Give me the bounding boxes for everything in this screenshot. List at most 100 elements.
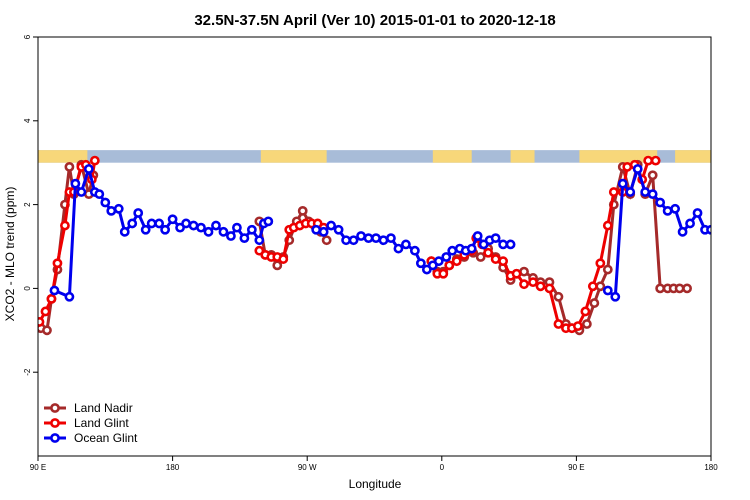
data-point xyxy=(655,283,666,294)
data-point xyxy=(181,218,191,229)
data-point xyxy=(505,239,516,250)
data-point xyxy=(341,235,351,246)
data-point xyxy=(94,189,105,200)
data-point xyxy=(160,224,171,235)
data-point xyxy=(674,283,685,294)
data-point xyxy=(444,260,455,271)
data-point xyxy=(595,281,606,292)
data-point xyxy=(519,279,529,290)
data-point xyxy=(326,220,337,231)
data-point xyxy=(490,233,501,244)
x-tick-label: 90 E xyxy=(568,463,584,472)
data-point xyxy=(447,245,458,256)
data-point xyxy=(433,256,444,267)
plot-area xyxy=(38,150,711,336)
data-point xyxy=(64,291,75,302)
land-band-segment-2 xyxy=(432,150,472,163)
data-point xyxy=(617,178,628,189)
data-point xyxy=(76,187,87,197)
data-point xyxy=(535,281,546,292)
x-tick-label: 90 W xyxy=(298,463,317,472)
land-band-segment-5 xyxy=(675,150,711,163)
data-point xyxy=(133,208,144,218)
series-land-nadir xyxy=(38,159,692,336)
data-point xyxy=(415,258,426,269)
data-point xyxy=(706,224,711,235)
legend-label: Ocean Glint xyxy=(74,431,138,445)
data-point xyxy=(83,164,94,174)
data-point xyxy=(356,231,366,241)
data-point xyxy=(297,205,308,216)
y-tick-label: -2 xyxy=(23,368,32,376)
data-point xyxy=(40,306,51,317)
data-point xyxy=(519,266,529,277)
data-point xyxy=(401,239,411,250)
x-tick-label: 0 xyxy=(440,463,445,472)
data-point xyxy=(64,161,75,172)
y-tick-label: 6 xyxy=(23,34,32,39)
data-point xyxy=(677,226,688,237)
data-point xyxy=(553,291,564,302)
data-point xyxy=(472,231,483,241)
data-point xyxy=(692,208,703,218)
x-tick-label: 180 xyxy=(166,463,180,472)
legend-label: Land Nadir xyxy=(74,401,133,415)
data-point xyxy=(211,220,221,231)
data-point xyxy=(106,205,117,216)
data-point xyxy=(226,231,236,241)
data-point xyxy=(580,306,591,317)
data-point xyxy=(662,205,673,216)
data-point xyxy=(371,233,381,244)
x-axis-title: Longitude xyxy=(349,477,402,491)
legend-label: Land Glint xyxy=(74,416,129,430)
land-band-segment-4 xyxy=(579,150,658,163)
data-point xyxy=(60,220,70,231)
data-point xyxy=(393,243,404,254)
y-tick-label: 4 xyxy=(23,118,32,123)
y-tick-label: 0 xyxy=(23,286,32,291)
data-point xyxy=(498,239,509,250)
data-point xyxy=(218,226,229,237)
data-point xyxy=(640,187,651,197)
ocean-band xyxy=(38,150,711,163)
data-point xyxy=(498,256,509,267)
data-point xyxy=(188,220,199,231)
data-point xyxy=(318,226,329,237)
data-point xyxy=(466,243,477,254)
data-point xyxy=(581,319,592,329)
data-point xyxy=(632,164,643,174)
data-point xyxy=(272,260,283,271)
legend-item: Land Nadir xyxy=(44,401,133,415)
data-point xyxy=(38,317,45,327)
data-point xyxy=(100,197,111,208)
data-point xyxy=(239,233,250,244)
data-point xyxy=(650,155,661,166)
data-point xyxy=(46,293,57,304)
data-point xyxy=(589,298,600,308)
data-point xyxy=(140,224,151,235)
x-tick-label: 180 xyxy=(704,463,718,472)
data-point xyxy=(553,319,564,329)
data-point xyxy=(610,291,621,302)
data-point xyxy=(622,161,633,172)
data-point xyxy=(682,283,692,294)
y-tick-label: 2 xyxy=(23,202,32,207)
chart-title: 32.5N-37.5N April (Ver 10) 2015-01-01 to… xyxy=(194,12,555,29)
axes: -2 0 2 4 6 90 E 180 90 W 0 90 E 180 xyxy=(23,34,718,472)
data-point xyxy=(490,254,501,264)
plot-frame xyxy=(37,36,712,457)
data-point xyxy=(246,224,257,235)
land-ocean-band xyxy=(38,150,711,163)
data-point xyxy=(602,220,613,231)
legend-item: Ocean Glint xyxy=(44,431,138,445)
data-point xyxy=(52,258,63,269)
data-point xyxy=(378,235,389,246)
data-point xyxy=(203,226,214,237)
data-point xyxy=(348,235,359,246)
data-point xyxy=(483,247,494,258)
data-point xyxy=(544,283,555,294)
data-point xyxy=(154,218,165,229)
data-point xyxy=(321,235,332,246)
legend-marker xyxy=(50,433,60,443)
